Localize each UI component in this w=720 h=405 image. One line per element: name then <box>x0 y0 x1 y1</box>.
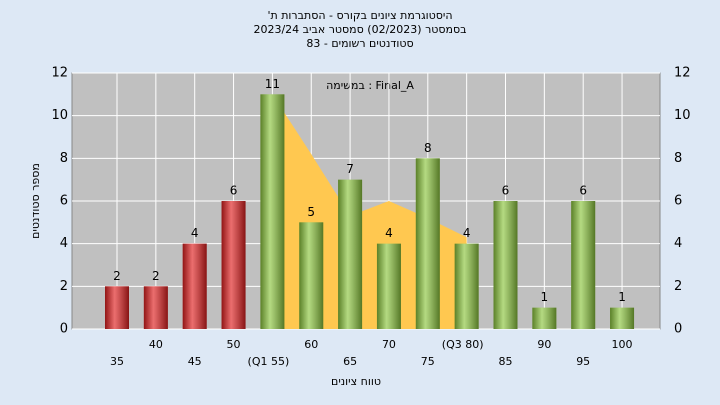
data-label: 11 <box>265 77 280 91</box>
y2-tick-label: 6 <box>674 194 682 209</box>
x-tick-label: 50 <box>227 338 241 351</box>
x-tick-label: 85 <box>499 355 513 368</box>
data-label: 6 <box>579 184 587 198</box>
y2-tick-label: 2 <box>674 279 682 294</box>
data-label: 2 <box>113 269 121 283</box>
y-tick-label: 10 <box>51 108 68 123</box>
bar-shade <box>182 243 207 329</box>
data-label: 6 <box>502 184 510 198</box>
data-label: 1 <box>618 290 626 304</box>
y2-tick-label: 4 <box>674 236 682 251</box>
data-label: 8 <box>424 141 432 155</box>
y-tick-label: 4 <box>60 236 68 251</box>
data-label: 5 <box>307 205 315 219</box>
data-label: 2 <box>152 269 160 283</box>
data-label: 1 <box>541 290 549 304</box>
bar-shade <box>532 307 557 329</box>
chart-subtitle: בסמסטר (02/2023) סמסטר אביב 2023/24 <box>253 23 466 36</box>
x-tick-label: (Q3 80) <box>442 338 484 351</box>
y-tick-label: 6 <box>60 194 68 209</box>
data-label: 4 <box>463 226 471 240</box>
bar-shade <box>454 243 479 329</box>
y-axis-label: מספר סטודנטים <box>29 163 42 239</box>
y-tick-label: 2 <box>60 279 68 294</box>
x-tick-label: 75 <box>421 355 435 368</box>
x-tick-label: 70 <box>382 338 396 351</box>
x-tick-label: 40 <box>149 338 163 351</box>
y2-tick-label: 0 <box>674 322 682 337</box>
bar-shade <box>415 158 440 329</box>
bar-shade <box>299 222 324 329</box>
data-label: 4 <box>385 226 393 240</box>
y-tick-label: 12 <box>51 66 68 81</box>
chart-title: היסטוגרמת ציונים בקורס - הסתברות ת' <box>267 9 452 22</box>
data-label: 4 <box>191 226 199 240</box>
x-axis-label: טווח ציונים <box>331 375 381 388</box>
y-tick-label: 8 <box>60 151 68 166</box>
x-tick-label: 35 <box>110 355 124 368</box>
bar-shade <box>571 201 596 329</box>
bar-shade <box>376 243 401 329</box>
bar-shade <box>105 286 129 329</box>
annotation: במשימה : Final_A <box>326 79 414 92</box>
y2-tick-label: 8 <box>674 151 682 166</box>
bar-shade <box>493 201 518 329</box>
y-tick-label: 0 <box>60 322 68 337</box>
x-tick-label: 60 <box>304 338 318 351</box>
bar-shade <box>221 201 246 329</box>
x-tick-label: 45 <box>188 355 202 368</box>
x-tick-label: (Q1 55) <box>248 355 290 368</box>
bar-shade <box>338 179 363 329</box>
chart-subtitle: סטודנטים רשומים - 83 <box>306 37 413 50</box>
x-tick-label: 65 <box>343 355 357 368</box>
bar-shade <box>143 286 168 329</box>
data-label: 7 <box>346 162 354 176</box>
data-label: 6 <box>230 184 238 198</box>
y2-tick-label: 10 <box>674 108 691 123</box>
x-tick-label: 95 <box>576 355 590 368</box>
bar-shade <box>610 307 635 329</box>
x-tick-label: 90 <box>537 338 551 351</box>
bar-shade <box>260 94 285 329</box>
x-tick-label: 100 <box>612 338 633 351</box>
y2-tick-label: 12 <box>674 66 691 81</box>
